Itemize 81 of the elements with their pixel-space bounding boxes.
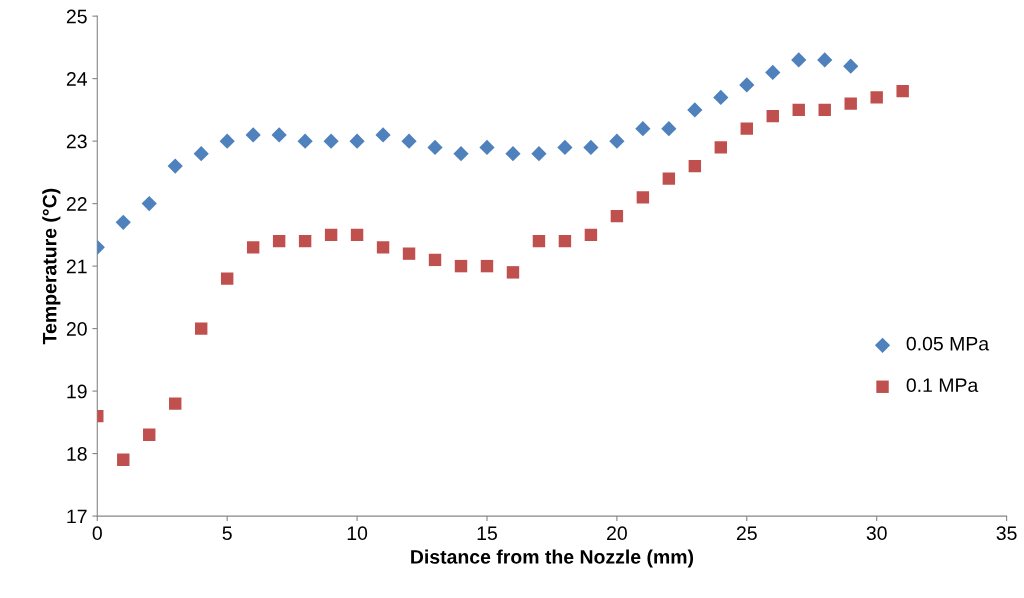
point [141,196,157,212]
x-tick-label: 20 [607,526,627,541]
point [169,397,182,410]
point [636,191,650,204]
point [350,228,364,242]
point [662,172,676,185]
point [505,146,521,162]
point [349,133,365,149]
point [272,234,286,248]
point [791,52,807,68]
x-tick-label: 25 [736,526,757,541]
point [427,139,443,155]
point [167,158,183,174]
point [817,52,833,68]
point [844,97,857,110]
point [714,141,728,154]
y-tick-label: 17 [67,509,87,524]
point [583,139,599,155]
x-tick-label: 10 [347,526,368,541]
y-tick-label: 22 [66,197,87,211]
point [558,234,572,248]
y-tick-label: 25 [66,9,87,24]
x-axis-title: Distance from the Nozzle (mm) [411,549,694,568]
point [297,133,313,149]
point [635,121,651,137]
point [506,266,520,279]
point [740,122,753,135]
point [143,428,156,442]
y-tick-label: 23 [66,134,87,149]
point [609,133,625,149]
point [480,259,494,273]
point [271,127,287,143]
point [479,139,495,155]
point [323,133,339,149]
point [194,322,208,335]
point [375,127,391,143]
point [245,127,261,143]
point [246,241,260,254]
point [739,77,755,93]
point [610,209,624,223]
y-axis-title: Temperature (°C) [42,188,61,345]
point [428,253,442,267]
point [324,228,338,242]
point [117,453,130,467]
point [532,234,546,248]
y-tick-label: 24 [66,72,87,86]
point [453,146,469,162]
point [661,121,677,137]
point [401,133,417,149]
point [115,214,131,230]
y-tick-label: 20 [66,322,87,336]
point [896,84,909,98]
point [818,103,831,117]
point [713,89,729,105]
x-tick-label: 30 [866,526,887,541]
point [402,247,416,260]
point [298,234,312,248]
point [792,103,805,117]
point [765,64,781,80]
legend-label: 0.05 MPa [906,336,990,351]
point [557,139,573,155]
y-tick-label: 19 [67,384,87,399]
x-tick-label: 5 [222,526,232,541]
point [376,241,390,254]
point [688,159,702,173]
point [687,102,703,118]
legend-label: 0.1 MPa [906,378,979,393]
point [584,228,598,242]
x-tick-label: 0 [92,526,102,541]
x-tick-label: 15 [477,526,497,541]
point [219,133,235,149]
point [454,259,468,273]
point [870,91,883,104]
point [531,146,547,162]
x-tick-label: 35 [996,526,1017,541]
point [843,58,859,74]
point [220,272,234,285]
y-tick-label: 18 [67,447,87,461]
point [766,109,779,123]
point [193,146,209,162]
y-tick-label: 21 [66,259,87,274]
